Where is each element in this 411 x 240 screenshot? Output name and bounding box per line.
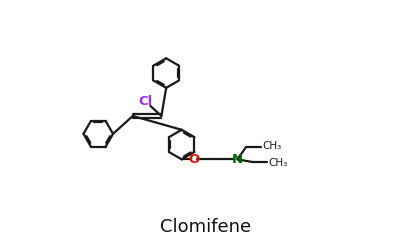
Text: N: N (232, 153, 243, 166)
Text: O: O (188, 153, 200, 166)
Text: CH₃: CH₃ (263, 141, 282, 151)
Text: Cl: Cl (138, 95, 152, 108)
Text: Clomifene: Clomifene (160, 218, 251, 236)
Text: CH₃: CH₃ (269, 158, 288, 168)
